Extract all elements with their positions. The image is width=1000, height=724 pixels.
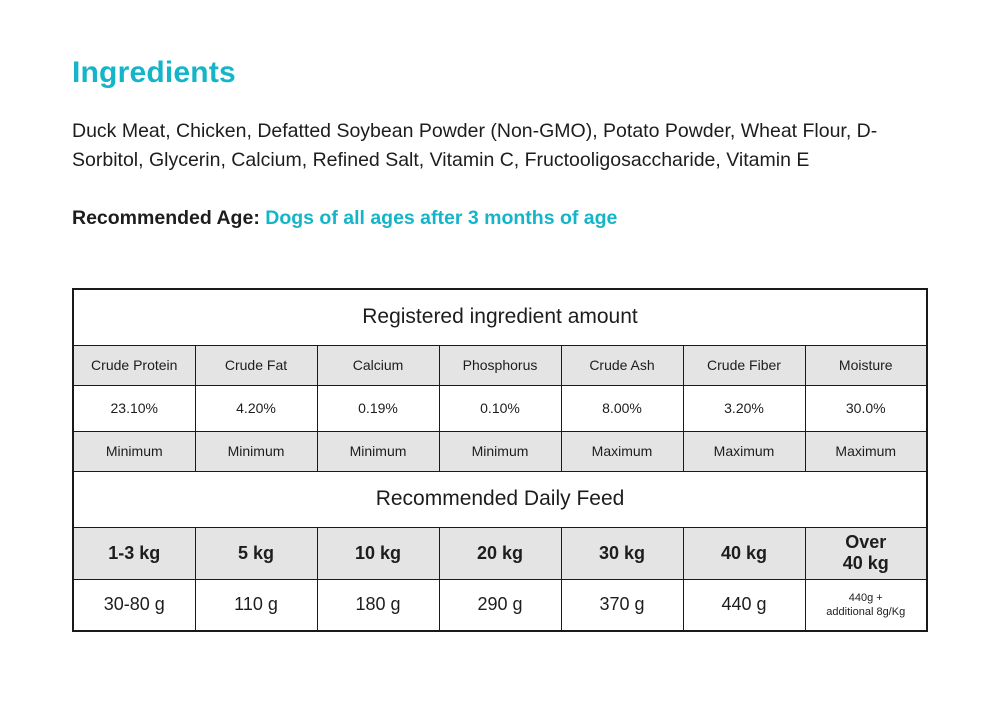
feed-weight-header: 5 kg (194, 526, 318, 580)
feed-amount: 370 g (560, 578, 684, 632)
ingredient-column-header: Crude Fiber (682, 344, 806, 386)
ingredient-column-header: Crude Fat (194, 344, 318, 386)
ingredient-limit: Maximum (804, 430, 928, 472)
feed-weight-header: 10 kg (316, 526, 440, 580)
feed-table-title: Recommended Daily Feed (72, 470, 928, 528)
ingredient-table-title: Registered ingredient amount (72, 288, 928, 346)
recommended-age-label: Recommended Age: (72, 207, 266, 229)
feed-amount-row: 30-80 g 110 g 180 g 290 g 370 g 440 g 44… (72, 578, 928, 632)
ingredient-column-header: Crude Protein (72, 344, 196, 386)
ingredient-value: 23.10% (72, 384, 196, 432)
ingredient-value: 3.20% (682, 384, 806, 432)
ingredient-limit: Minimum (72, 430, 196, 472)
ingredient-column-header: Phosphorus (438, 344, 562, 386)
feed-amount: 30-80 g (72, 578, 196, 632)
ingredient-limit: Minimum (438, 430, 562, 472)
ingredient-value: 4.20% (194, 384, 318, 432)
page-title: Ingredients (72, 56, 236, 89)
nutrition-feed-table: Registered ingredient amount Crude Prote… (72, 288, 928, 632)
feed-weight-header: 30 kg (560, 526, 684, 580)
feed-amount: 290 g (438, 578, 562, 632)
feed-weight-header: 40 kg (682, 526, 806, 580)
feed-weight-header-row: 1-3 kg 5 kg 10 kg 20 kg 30 kg 40 kg Over… (72, 526, 928, 580)
feed-weight-header: Over 40 kg (804, 526, 928, 580)
feed-amount: 110 g (194, 578, 318, 632)
ingredient-limit: Minimum (316, 430, 440, 472)
ingredient-column-header: Moisture (804, 344, 928, 386)
ingredients-list-text: Duck Meat, Chicken, Defatted Soybean Pow… (72, 120, 878, 171)
ingredient-value: 8.00% (560, 384, 684, 432)
feed-weight-header: 20 kg (438, 526, 562, 580)
recommended-age-line: Recommended Age: Dogs of all ages after … (72, 207, 928, 230)
feed-weight-header: 1-3 kg (72, 526, 196, 580)
ingredient-value-row: 23.10% 4.20% 0.19% 0.10% 8.00% 3.20% 30.… (72, 384, 928, 432)
feed-table-title-row: Recommended Daily Feed (72, 470, 928, 528)
ingredient-value: 30.0% (804, 384, 928, 432)
ingredient-value: 0.10% (438, 384, 562, 432)
ingredient-column-header: Calcium (316, 344, 440, 386)
ingredient-limit: Maximum (682, 430, 806, 472)
ingredient-column-header: Crude Ash (560, 344, 684, 386)
feed-amount: 440 g (682, 578, 806, 632)
feed-amount: 180 g (316, 578, 440, 632)
ingredient-column-header-row: Crude Protein Crude Fat Calcium Phosphor… (72, 344, 928, 386)
ingredient-limit: Minimum (194, 430, 318, 472)
ingredient-table-title-row: Registered ingredient amount (72, 288, 928, 346)
recommended-age-value: Dogs of all ages after 3 months of age (265, 207, 618, 229)
ingredient-limit: Maximum (560, 430, 684, 472)
feed-amount-over-40: 440g + additional 8g/Kg (804, 578, 928, 632)
ingredient-limit-row: Minimum Minimum Minimum Minimum Maximum … (72, 430, 928, 472)
ingredient-value: 0.19% (316, 384, 440, 432)
